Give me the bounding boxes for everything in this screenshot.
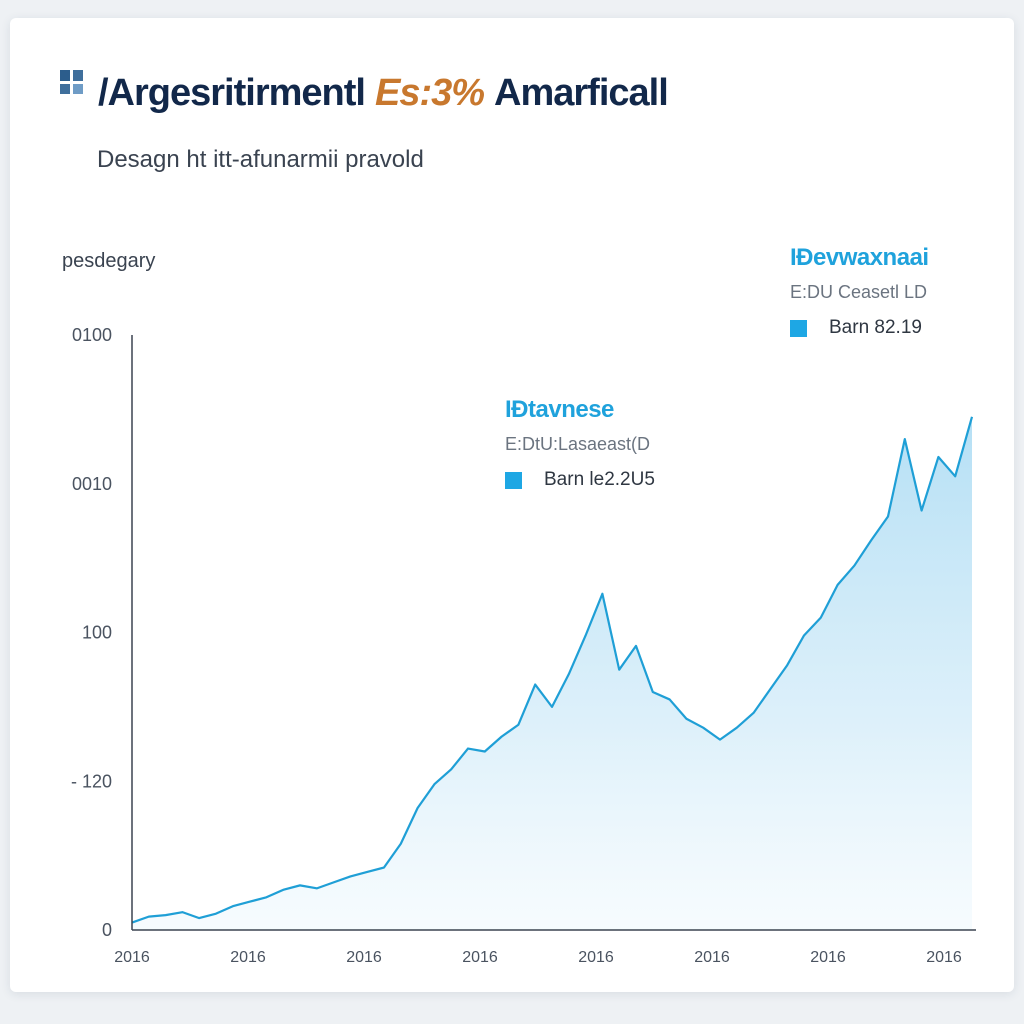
y-tick-label: 0 [102,920,112,940]
legend-subtitle: E:DtU:Lasaeast(D [505,434,651,454]
x-tick-label: 2016 [926,949,962,966]
legend-entry-label: Barn le2.2U5 [544,469,655,490]
legend-title: IÐevwaxnaai [790,244,929,271]
title-main: /Argesritirmentl [98,72,366,114]
y-tick-label: 0010 [72,474,112,494]
legend-swatch-icon [790,319,807,337]
x-tick-label: 2016 [230,949,266,966]
y-axis-label: pesdegary [62,250,156,272]
legend-title: IÐtavnese [505,396,614,423]
x-tick-label: 2016 [578,949,614,966]
x-tick-label: 2016 [810,949,846,966]
x-tick-label: 2016 [462,949,498,966]
chart-title: /Argesritirmentl Es:3% Amarficall [98,72,669,115]
legend-swatch-icon [505,471,522,489]
logo-icon [60,70,84,94]
x-tick-label: 2016 [114,949,150,966]
series-line [131,416,974,924]
legend-subtitle: E:DU Ceasetl LD [790,282,928,302]
legend-right: IÐevwaxnaai E:DU Ceasetl LD Barn 82.19 [790,244,929,339]
x-tick-label: 2016 [346,949,382,966]
title-accent: Es:3% [374,72,485,114]
legend-mid: IÐtavnese E:DtU:Lasaeast(D Barn le2.2U5 [505,396,655,491]
y-tick-label: 0100 [72,325,112,345]
legend-entry: Barn 82.19 [790,317,929,339]
y-tick-label: - 120 [71,771,112,791]
legend-entry: Barn le2.2U5 [505,469,655,491]
y-tick-label: 100 [82,623,112,643]
series-area [132,416,972,930]
title-end: Amarficall [494,72,669,114]
chart-subtitle: Desagn ht itt-afunarmii pravold [97,146,424,173]
x-tick-label: 2016 [694,949,730,966]
legend-entry-label: Barn 82.19 [829,317,922,338]
